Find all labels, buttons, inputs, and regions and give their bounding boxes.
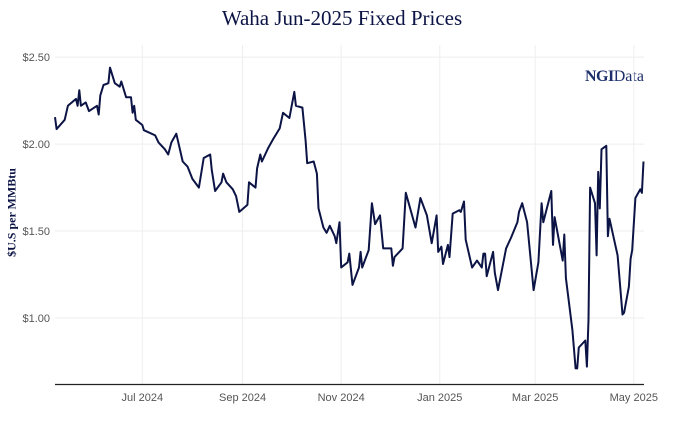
y-tick-label: $2.00 <box>22 139 50 151</box>
chart-title: Waha Jun-2025 Fixed Prices <box>221 6 463 30</box>
grid <box>55 45 644 384</box>
x-tick-label: Jul 2024 <box>122 392 164 404</box>
y-tick-label: $1.50 <box>22 226 50 238</box>
x-tick-label: Mar 2025 <box>512 392 558 404</box>
tick-labels: $2.50 $2.00 $1.50 $1.00 Jul 2024 Sep 2024 Nov … <box>22 52 657 404</box>
y-tick-label: $2.50 <box>22 52 50 64</box>
x-tick-label: Jan 2025 <box>417 392 462 404</box>
series-line <box>54 66 645 370</box>
x-tick-label: May 2025 <box>610 392 658 404</box>
y-tick-label: $1.00 <box>22 313 50 325</box>
x-tick-label: Sep 2024 <box>219 392 266 404</box>
x-tick-label: Nov 2024 <box>318 392 365 404</box>
ngi-data-logo: NGIData <box>585 68 644 85</box>
